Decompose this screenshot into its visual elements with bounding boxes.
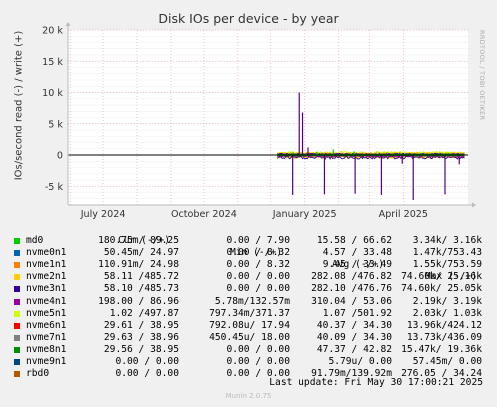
x-axis-arrow — [472, 202, 476, 208]
legend-avg: 1.07 /501.92 — [322, 307, 392, 319]
y-axis-arrow — [65, 22, 71, 26]
legend-min: 0.00 / 0.00 — [226, 343, 290, 355]
legend-max: 3.34k/ 3.16k — [412, 235, 482, 247]
legend-max: 74.60k/ 25.16k — [401, 271, 482, 283]
y-tick-label: 5 k — [48, 119, 63, 130]
legend-series-name: nvme3n1 — [26, 283, 67, 295]
legend-avg: 47.37 / 42.82 — [316, 343, 392, 355]
legend-avg: 5.79u/ 0.00 — [328, 356, 392, 368]
legend-avg: 282.08 /476.82 — [311, 271, 392, 283]
axes — [65, 22, 476, 208]
legend-swatch — [14, 371, 20, 378]
legend-max: 2.03k/ 1.03k — [412, 307, 482, 319]
legend-cur: 29.63 / 38.96 — [103, 331, 179, 343]
series-line-read — [277, 155, 465, 158]
legend-series-name: nvme6n1 — [26, 319, 67, 331]
legend-series-name: rbd0 — [26, 368, 50, 380]
legend-swatch — [14, 238, 20, 245]
legend-cur: 29.56 / 38.95 — [103, 343, 179, 355]
header-avg: Avg (-/+) — [332, 259, 384, 271]
legend-cur: 0.00 / 0.00 — [115, 356, 179, 368]
legend-series-name: nvme9n1 — [26, 356, 67, 368]
munin-version: Munin 2.0.75 — [225, 392, 272, 400]
legend-swatch — [14, 250, 20, 257]
legend-series-name: nvme5n1 — [26, 307, 67, 319]
legend-series-name: nvme7n1 — [26, 331, 67, 343]
legend-cur: 1.02 /497.87 — [109, 307, 179, 319]
legend-cur: 50.45m/ 24.97 — [103, 247, 179, 259]
legend-avg: 91.79m/139.92m — [311, 368, 392, 380]
legend-min: 0.00 / 0.00 — [226, 356, 290, 368]
legend-min: 0.00 / 8.32 — [226, 259, 290, 271]
legend-max: 276.05 / 34.24 — [401, 368, 482, 380]
chart-title: Disk IOs per device - by year — [158, 11, 339, 26]
rrdtool-watermark: RRDTOOL / TOBI OETIKER — [478, 30, 486, 121]
legend-series-name: nvme4n1 — [26, 295, 67, 307]
legend-max: 57.45m/ 0.00 — [412, 356, 482, 368]
axis-ticks: 20 k 15 k 10 k 5 k 0 -5 k July 2024 October 202… — [42, 26, 428, 221]
legend-max: 13.73k/436.09 — [406, 331, 482, 343]
y-tick-label: 15 k — [42, 57, 63, 68]
legend-avg: 40.37 / 34.30 — [316, 319, 392, 331]
header-cur: Cur (-/+) — [118, 235, 170, 247]
legend-swatch — [14, 274, 20, 281]
y-axis-label: IOs/second read (-) / write (+) — [13, 30, 25, 181]
legend-avg: 9.45 / 33.49 — [322, 259, 392, 271]
legend-cur: 58.11 /485.72 — [103, 271, 179, 283]
legend-cur: 58.10 /485.73 — [103, 283, 179, 295]
legend-series-name: nvme0n1 — [26, 247, 67, 259]
legend-swatch — [14, 262, 20, 269]
legend-avg: 310.04 / 53.06 — [311, 295, 392, 307]
y-tick-label: -5 k — [45, 182, 64, 193]
x-tick-label: January 2025 — [272, 209, 337, 220]
legend-swatch — [14, 359, 20, 366]
legend-min: 0.00 / 8.32 — [226, 247, 290, 259]
legend-swatch — [14, 334, 20, 341]
legend-cur: 29.61 / 38.95 — [103, 319, 179, 331]
x-tick-label: April 2025 — [379, 209, 428, 220]
legend-swatch — [14, 346, 20, 353]
legend-cur: 198.00 / 86.96 — [98, 295, 179, 307]
legend-swatch — [14, 286, 20, 293]
legend-cur: 110.91m/ 24.98 — [98, 259, 179, 271]
legend-max: 13.96k/424.12 — [406, 319, 482, 331]
legend-swatch — [14, 298, 20, 305]
legend-max: 2.19k/ 3.19k — [412, 295, 482, 307]
legend-max: 1.47k/753.43 — [412, 247, 482, 259]
legend-min: 0.00 / 7.90 — [226, 235, 290, 247]
legend-max: 74.60k/ 25.05k — [401, 283, 482, 295]
legend-cur: 180.75m/ 89.25 — [98, 235, 179, 247]
legend-max: 1.55k/753.59 — [412, 259, 482, 271]
legend-min: 0.00 / 0.00 — [226, 283, 290, 295]
x-tick-label: July 2024 — [80, 209, 126, 220]
legend-avg: 15.58 / 66.62 — [316, 235, 392, 247]
legend-series-name: md0 — [26, 235, 44, 247]
y-tick-label: 20 k — [42, 26, 63, 37]
y-tick-label: 10 k — [42, 88, 63, 99]
legend-min: 5.78m/132.57m — [214, 295, 290, 307]
legend-max: 15.47k/ 19.36k — [401, 343, 482, 355]
legend-min: 792.08u/ 17.94 — [209, 319, 290, 331]
legend-min: 0.00 / 0.00 — [226, 271, 290, 283]
legend-avg: 282.10 /476.76 — [311, 283, 392, 295]
legend-avg: 4.57 / 33.48 — [322, 247, 392, 259]
legend-avg: 40.09 / 34.30 — [316, 331, 392, 343]
legend-min: 450.45u/ 18.00 — [209, 331, 290, 343]
header-max: Max (-/+) — [425, 271, 477, 283]
legend-min: 797.34m/371.37 — [209, 307, 290, 319]
legend-series-name: nvme1n1 — [26, 259, 67, 271]
legend-series-name: nvme8n1 — [26, 343, 67, 355]
legend-min: 0.00 / 0.00 — [226, 368, 290, 380]
x-tick-label: October 2024 — [171, 209, 237, 220]
y-tick-label: 0 — [57, 151, 63, 162]
legend-swatch — [14, 310, 20, 317]
legend-series-name: nvme2n1 — [26, 271, 67, 283]
legend-cur: 0.00 / 0.00 — [115, 368, 179, 380]
legend-swatch — [14, 322, 20, 329]
header-min: Min (-/+) — [230, 247, 282, 259]
last-update: Last update: Fri May 30 17:00:21 2025 — [269, 377, 483, 388]
